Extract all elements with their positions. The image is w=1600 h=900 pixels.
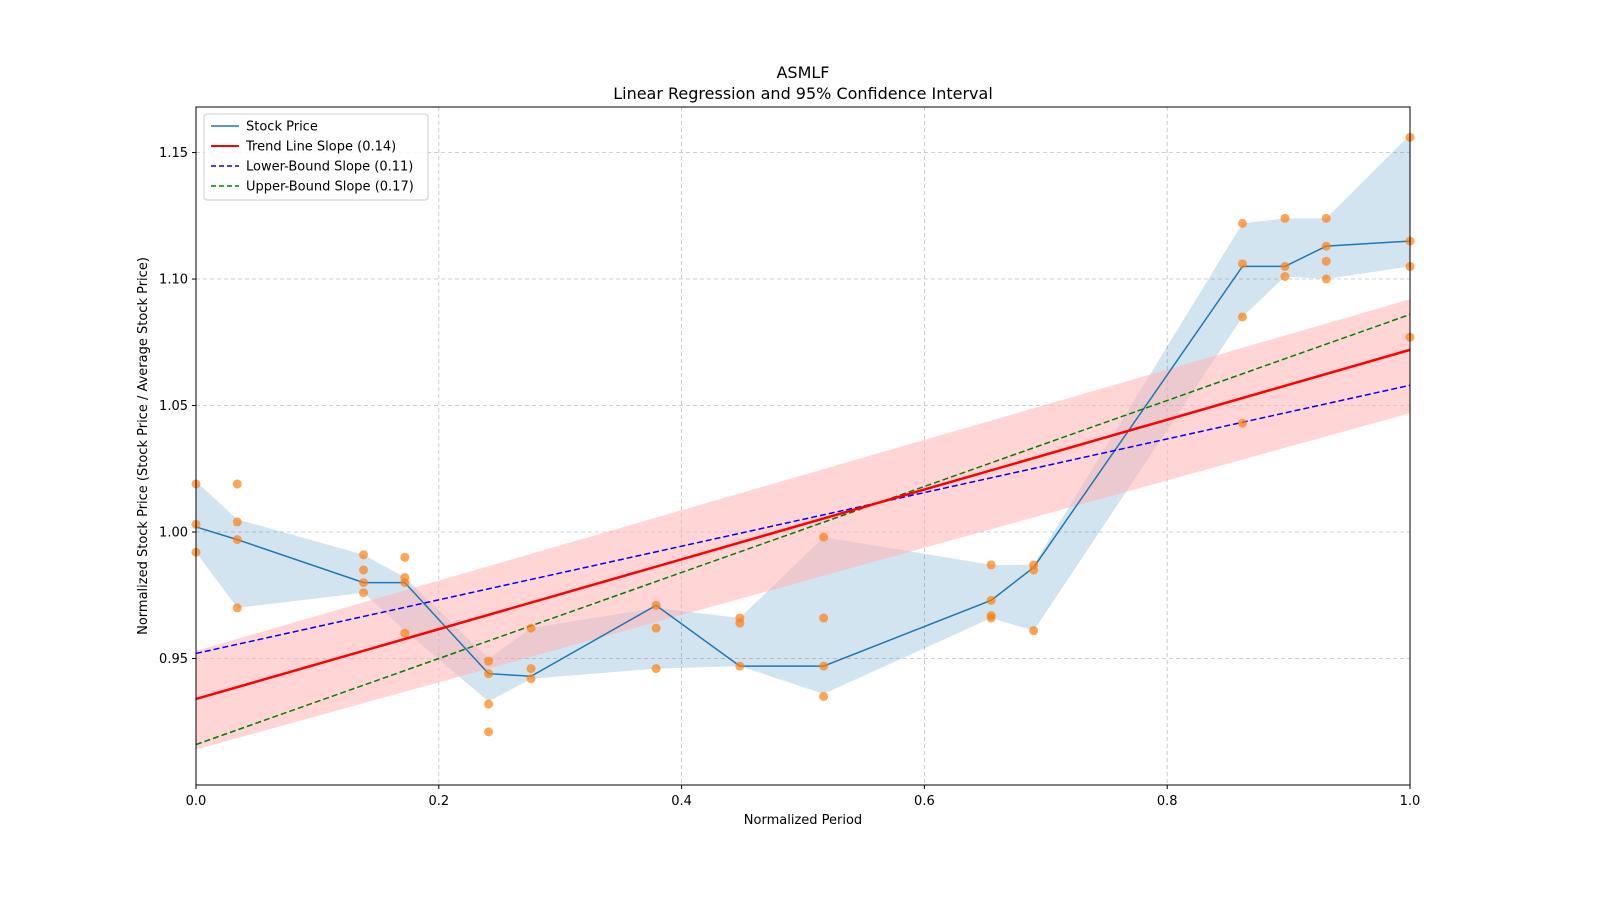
scatter-point — [735, 661, 745, 671]
scatter-point — [986, 613, 996, 623]
scatter-point — [1280, 261, 1290, 271]
x-tick-label: 0.8 — [1157, 794, 1178, 809]
scatter-point — [526, 664, 536, 674]
y-axis: 0.95 1.00 1.05 1.10 1.15 — [159, 146, 196, 667]
y-axis-label: Normalized Stock Price (Stock Price / Av… — [136, 257, 151, 635]
upper-bound-line — [195, 313, 1411, 746]
scatter-point — [651, 664, 661, 674]
scatter-point — [232, 535, 242, 545]
scatter-point — [400, 578, 410, 588]
scatter-point — [526, 623, 536, 633]
scatter-point — [232, 603, 242, 613]
x-axis-label: Normalized Period — [744, 813, 862, 828]
scatter-point — [359, 588, 369, 598]
scatter-point — [484, 669, 494, 679]
scatter-point — [819, 661, 829, 671]
scatter-point — [819, 613, 829, 623]
scatter-point — [1321, 213, 1331, 223]
scatter-point — [484, 727, 494, 737]
scatter-point — [232, 517, 242, 527]
chart-title: ASMLF — [776, 63, 829, 82]
scatter-point — [1237, 312, 1247, 322]
x-axis: 0.0 0.2 0.4 0.6 0.8 1.0 — [186, 785, 1421, 809]
y-tick-label: 1.00 — [159, 526, 188, 541]
legend-label-upper-bound: Upper-Bound Slope (0.17) — [246, 180, 414, 195]
legend-label-lower-bound: Lower-Bound Slope (0.11) — [246, 160, 413, 175]
chart-subtitle: Linear Regression and 95% Confidence Int… — [613, 84, 993, 103]
scatter-point — [1321, 241, 1331, 251]
legend-box — [203, 113, 429, 201]
x-tick-label: 0.2 — [428, 794, 449, 809]
plot-frame — [195, 106, 1411, 786]
y-tick-label: 1.05 — [159, 399, 188, 414]
trend-line — [195, 348, 1411, 701]
scatter-point — [400, 628, 410, 638]
x-tick-label: 0.0 — [186, 794, 207, 809]
lower-bound-line — [195, 384, 1411, 655]
scatter-point — [986, 595, 996, 605]
x-tick-label: 0.6 — [914, 794, 935, 809]
scatter-point — [1237, 218, 1247, 228]
x-tick-label: 1.0 — [1400, 794, 1421, 809]
legend: Stock Price Trend Line Slope (0.14) Lowe… — [203, 113, 429, 201]
scatter-point — [484, 656, 494, 666]
lines-group — [195, 240, 1411, 746]
legend-label-trend-line: Trend Line Slope (0.14) — [245, 140, 396, 155]
scatter-point — [484, 699, 494, 709]
scatter-point — [819, 691, 829, 701]
y-tick-label: 1.15 — [159, 146, 188, 161]
scatter-group — [191, 132, 1415, 737]
scatter-point — [819, 532, 829, 542]
y-tick-label: 1.10 — [159, 273, 188, 288]
scatter-point — [1321, 256, 1331, 266]
scatter-point — [1280, 213, 1290, 223]
x-tick-label: 0.4 — [671, 794, 692, 809]
scatter-point — [986, 560, 996, 570]
scatter-point — [651, 600, 661, 610]
scatter-point — [1029, 626, 1039, 636]
scatter-point — [735, 618, 745, 628]
scatter-point — [359, 565, 369, 575]
scatter-point — [526, 674, 536, 684]
scatter-point — [359, 578, 369, 588]
scatter-point — [232, 479, 242, 489]
scatter-point — [651, 623, 661, 633]
legend-label-stock-price: Stock Price — [246, 120, 318, 135]
y-tick-label: 0.95 — [159, 652, 188, 667]
scatter-point — [1237, 418, 1247, 428]
scatter-point — [1029, 565, 1039, 575]
scatter-point — [1237, 259, 1247, 269]
scatter-point — [1321, 274, 1331, 284]
scatter-point — [1280, 272, 1290, 281]
scatter-point — [359, 550, 369, 560]
scatter-point — [400, 552, 410, 562]
